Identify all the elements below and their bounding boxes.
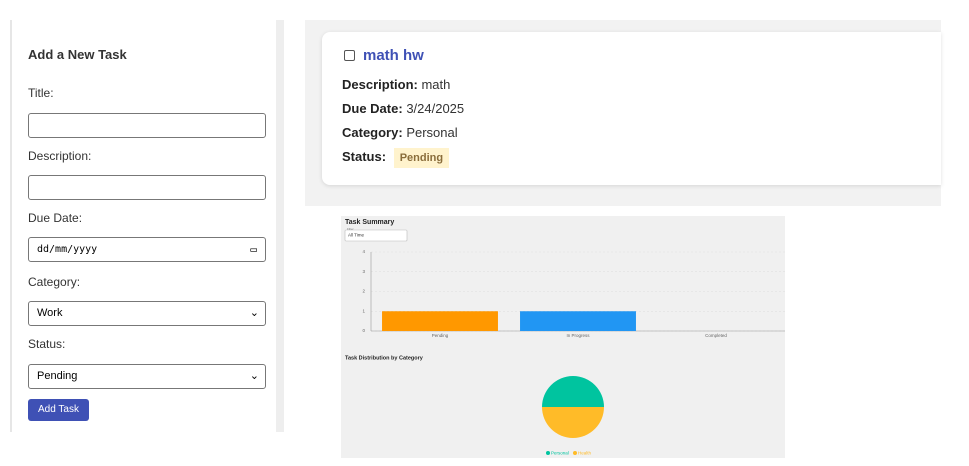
y-tick-label: 3 [362, 269, 365, 274]
x-tick-label: Completed [705, 333, 727, 338]
field-label: Description: [28, 149, 92, 163]
legend-label: Health [578, 451, 592, 456]
task-title[interactable]: math hw [363, 47, 424, 64]
filter-label: Filter [347, 227, 354, 231]
y-tick-label: 1 [362, 308, 365, 313]
x-tick-label: Pending [432, 333, 449, 338]
row-label: Status: [342, 149, 387, 164]
bar [520, 311, 636, 331]
legend-swatch [546, 451, 550, 455]
filter-value: All Time [348, 233, 365, 238]
x-tick-label: In Progress [566, 333, 590, 338]
description-input[interactable] [28, 175, 266, 200]
legend-swatch [573, 451, 577, 455]
category-select[interactable]: Work ⌄ [28, 301, 266, 326]
chart-title: Task Distribution by Category [345, 355, 424, 361]
task-row: Category: Personal [342, 125, 458, 140]
row-value: 3/24/2025 [406, 101, 465, 116]
filter-select[interactable] [344, 229, 408, 242]
title-input[interactable] [28, 113, 266, 138]
row-label: Due Date: [342, 101, 403, 116]
y-tick-label: 2 [362, 289, 365, 294]
field-label: Status: [28, 337, 66, 351]
bar [382, 311, 498, 331]
task-form-panel [10, 20, 284, 432]
status-select[interactable]: Pending ⌄ [28, 364, 266, 389]
task-checkbox[interactable] [344, 50, 355, 61]
field-label: Category: [28, 275, 81, 289]
chart-title: Task Summary [345, 219, 394, 226]
form-title: Add a New Task [28, 47, 127, 62]
select-value: Work [37, 307, 63, 319]
y-tick-label: 0 [362, 328, 365, 333]
row-value: Personal [406, 125, 458, 140]
task-row: Status: Pending [342, 148, 450, 168]
select-value: Pending [37, 370, 78, 382]
date-placeholder: dd/mm/yyyy [37, 244, 98, 255]
date-input[interactable]: dd/mm/yyyy ▭ [28, 237, 266, 262]
field-label: Due Date: [28, 211, 83, 225]
calendar-icon[interactable]: ▭ [250, 243, 257, 256]
pie-slice [542, 376, 604, 407]
field-label: Title: [28, 86, 54, 100]
status-badge: Pending [393, 148, 450, 168]
row-label: Description: [342, 77, 418, 92]
row-value: math [421, 77, 451, 92]
select-arrow: ⌄ [249, 370, 259, 382]
add-task-button[interactable]: Add Task [28, 399, 89, 421]
y-tick-label: 4 [362, 249, 365, 254]
task-row: Due Date: 3/24/2025 [342, 101, 464, 116]
legend-label: Personal [551, 451, 569, 456]
row-label: Category: [342, 125, 403, 140]
select-arrow: ⌄ [249, 307, 259, 319]
pie-slice [542, 407, 604, 438]
task-row: Description: math [342, 77, 450, 92]
